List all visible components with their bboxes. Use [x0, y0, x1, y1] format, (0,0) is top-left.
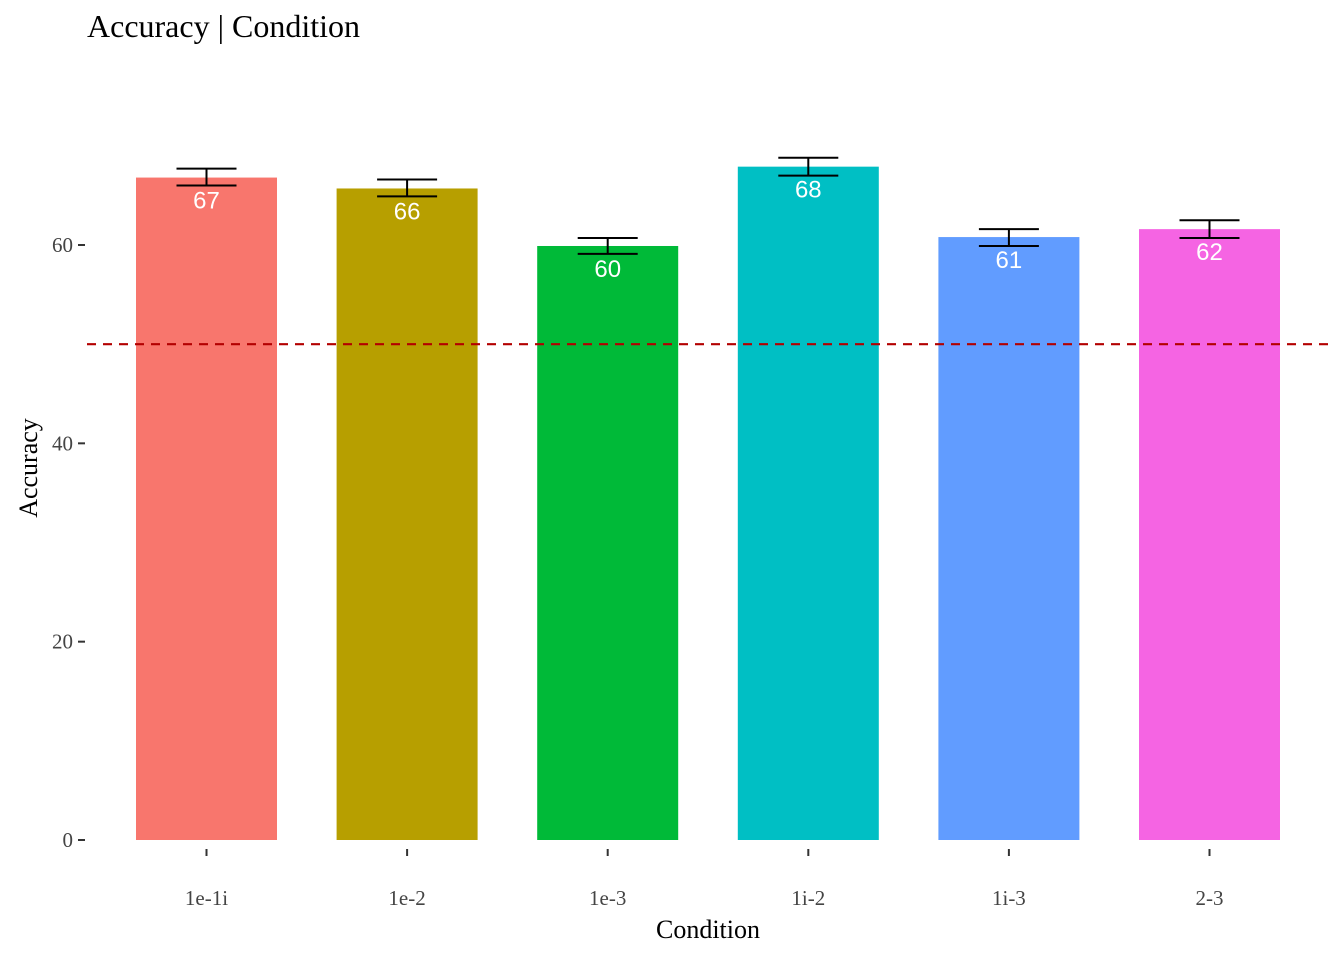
value-label: 67	[193, 188, 220, 215]
value-labels: 67 66 60 68 61 62	[193, 177, 1223, 283]
value-label: 61	[996, 247, 1023, 274]
x-tick-label: 1e-2	[388, 886, 425, 910]
bar-1e-2	[336, 188, 478, 841]
bar-1i-2	[737, 166, 879, 841]
value-label: 60	[594, 256, 621, 283]
x-tick-label: 1i-2	[791, 886, 825, 910]
y-tick-label: 40	[52, 431, 73, 455]
bars	[136, 166, 1280, 841]
error-bars	[176, 156, 1240, 255]
value-label: 68	[795, 177, 822, 204]
bar-1i-3	[938, 237, 1080, 841]
x-tick-label: 1e-3	[589, 886, 626, 910]
y-tick-label: 20	[52, 630, 73, 654]
bar-1e-1i	[136, 177, 277, 841]
y-axis: 0 20 40 60	[52, 233, 85, 852]
y-tick-label: 0	[63, 828, 74, 852]
value-label: 62	[1196, 239, 1223, 266]
chart-title: Accuracy | Condition	[87, 8, 360, 44]
x-tick-label: 1e-1i	[185, 886, 228, 910]
x-axis: 1e-1i 1e-2 1e-3 1i-2 1i-3 2-3	[185, 849, 1224, 910]
bar-1e-3	[537, 245, 679, 840]
y-tick-label: 60	[52, 233, 73, 257]
value-label: 66	[394, 198, 421, 225]
x-tick-label: 1i-3	[992, 886, 1026, 910]
bar-2-3	[1139, 229, 1280, 841]
x-axis-title: Condition	[656, 915, 760, 944]
x-tick-label: 2-3	[1196, 886, 1224, 910]
y-axis-title: Accuracy	[14, 418, 43, 518]
